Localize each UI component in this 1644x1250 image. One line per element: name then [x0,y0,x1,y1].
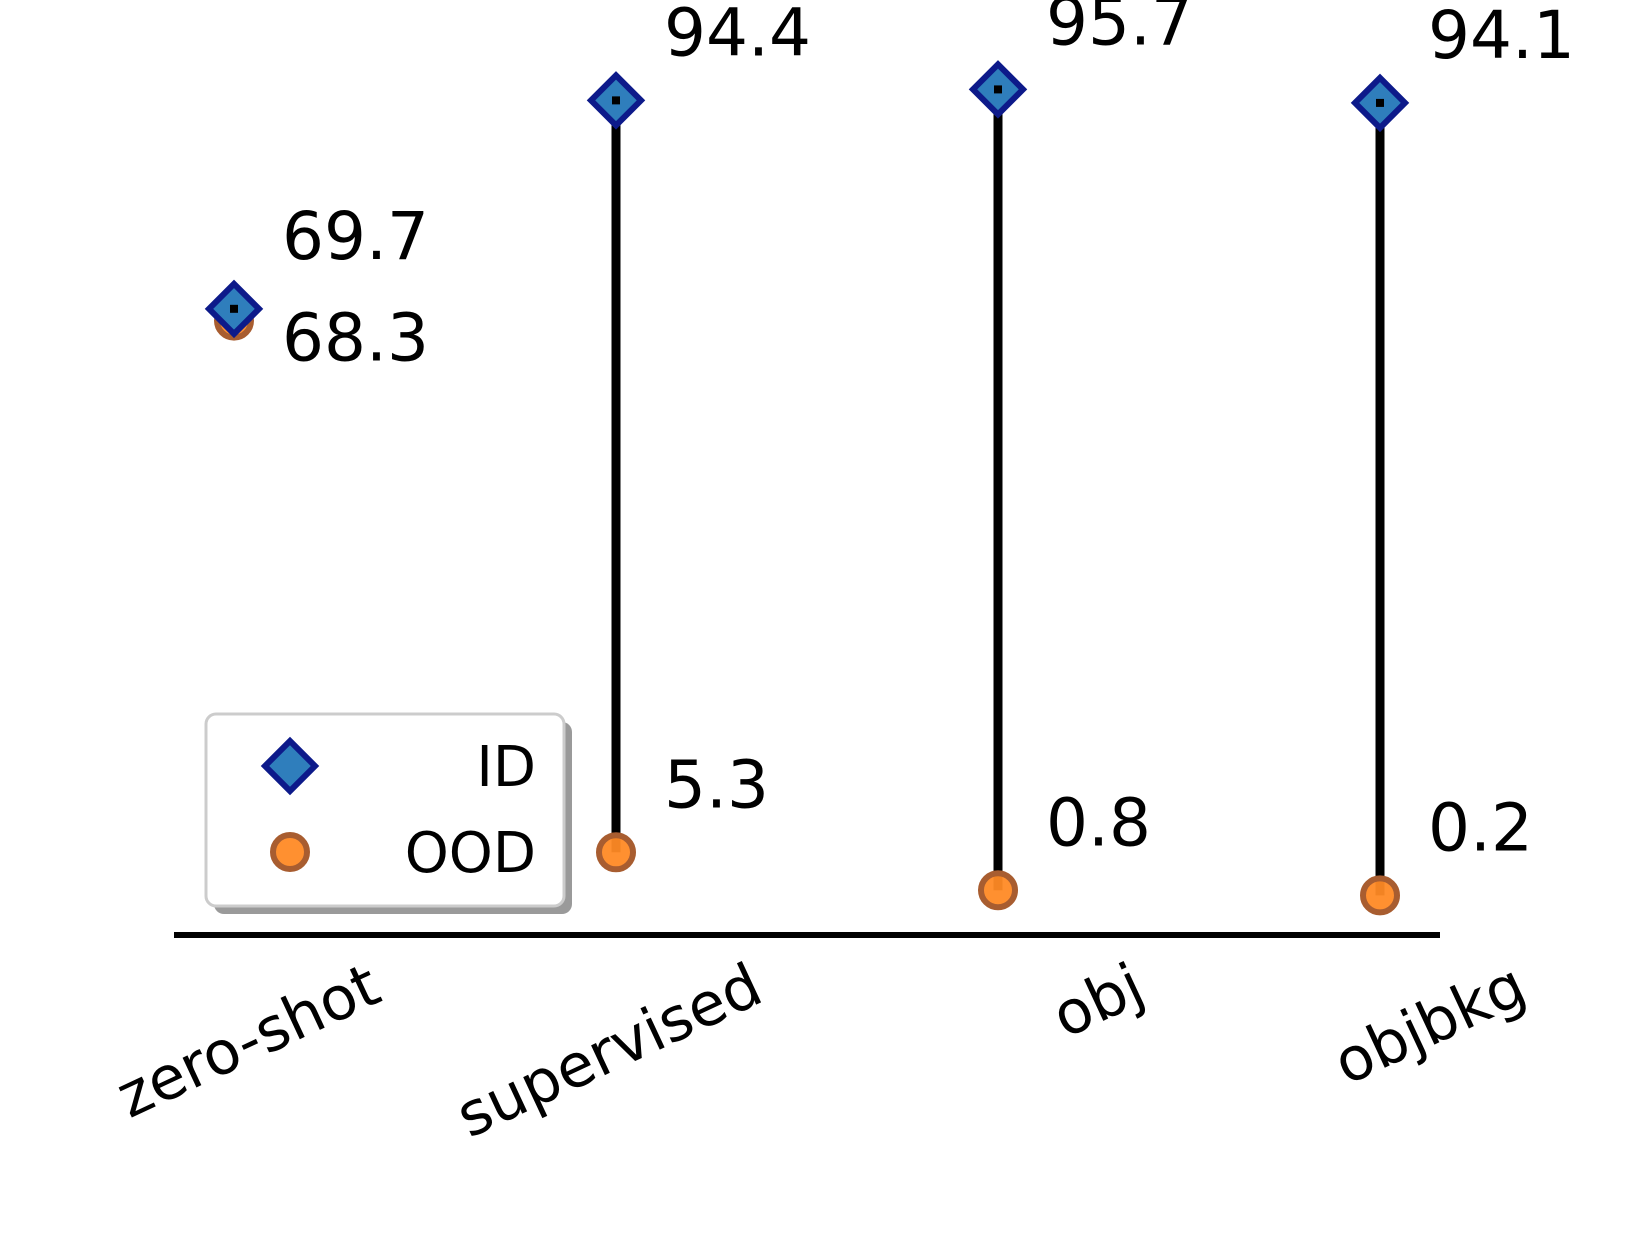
id-value-label-objbkg: 94.1 [1428,0,1575,74]
x-tick-label-zero-shot: zero-shot [106,950,390,1132]
ood-value-label-obj: 0.8 [1046,784,1151,861]
ood-value-label-zero-shot: 68.3 [282,300,429,377]
id-marker-center-zero-shot [230,304,238,313]
x-tick-label-objbkg: objbkg [1323,950,1536,1099]
legend-ood-icon [270,832,310,872]
id-marker-center-obj [994,85,1002,94]
id-value-label-supervised: 94.4 [664,0,811,71]
ood-value-label-objbkg: 0.2 [1428,789,1533,866]
legend-id-icon [260,736,320,796]
legend-label-ood: OOD [405,821,536,886]
x-tick-label-supervised: supervised [446,950,772,1152]
legend: ID OOD [204,712,572,914]
ood-marker-obj [978,870,1018,911]
id-value-label-zero-shot: 69.7 [282,198,429,275]
connector-lines [229,89,1385,896]
data-markers [204,60,1410,916]
id-value-label-obj: 95.7 [1046,0,1193,60]
value-labels: 69.7 68.3 94.4 5.3 95.7 0.8 94.1 0.2 [282,0,1575,866]
legend-label-id: ID [476,735,536,800]
id-marker-center-objbkg [1376,98,1384,107]
x-tick-labels: zero-shot supervised obj objbkg [106,950,1536,1152]
x-tick-label-obj: obj [1042,950,1154,1052]
ood-value-label-supervised: 5.3 [664,746,769,823]
id-marker-center-supervised [612,96,620,105]
ood-marker-objbkg [1360,875,1400,916]
legend-items: ID OOD [260,735,536,886]
ood-marker-supervised [596,832,636,873]
